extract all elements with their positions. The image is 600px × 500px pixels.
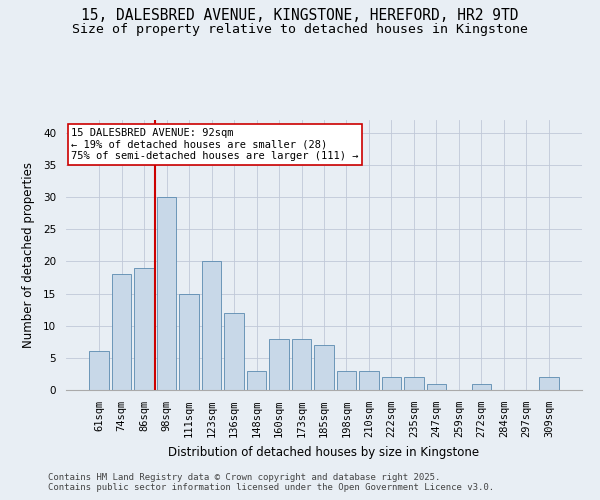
Text: Size of property relative to detached houses in Kingstone: Size of property relative to detached ho… xyxy=(72,22,528,36)
Bar xyxy=(269,338,289,390)
Bar xyxy=(337,370,356,390)
Bar xyxy=(179,294,199,390)
X-axis label: Distribution of detached houses by size in Kingstone: Distribution of detached houses by size … xyxy=(169,446,479,458)
Bar xyxy=(404,377,424,390)
Y-axis label: Number of detached properties: Number of detached properties xyxy=(22,162,35,348)
Bar xyxy=(224,313,244,390)
Text: Contains HM Land Registry data © Crown copyright and database right 2025.
Contai: Contains HM Land Registry data © Crown c… xyxy=(48,472,494,492)
Bar xyxy=(382,377,401,390)
Bar xyxy=(314,345,334,390)
Bar xyxy=(427,384,446,390)
Bar xyxy=(247,370,266,390)
Bar xyxy=(292,338,311,390)
Bar xyxy=(472,384,491,390)
Bar xyxy=(89,352,109,390)
Bar xyxy=(359,370,379,390)
Text: 15, DALESBRED AVENUE, KINGSTONE, HEREFORD, HR2 9TD: 15, DALESBRED AVENUE, KINGSTONE, HEREFOR… xyxy=(81,8,519,22)
Bar xyxy=(539,377,559,390)
Bar xyxy=(112,274,131,390)
Text: 15 DALESBRED AVENUE: 92sqm
← 19% of detached houses are smaller (28)
75% of semi: 15 DALESBRED AVENUE: 92sqm ← 19% of deta… xyxy=(71,128,359,162)
Bar xyxy=(202,262,221,390)
Bar xyxy=(134,268,154,390)
Bar xyxy=(157,197,176,390)
